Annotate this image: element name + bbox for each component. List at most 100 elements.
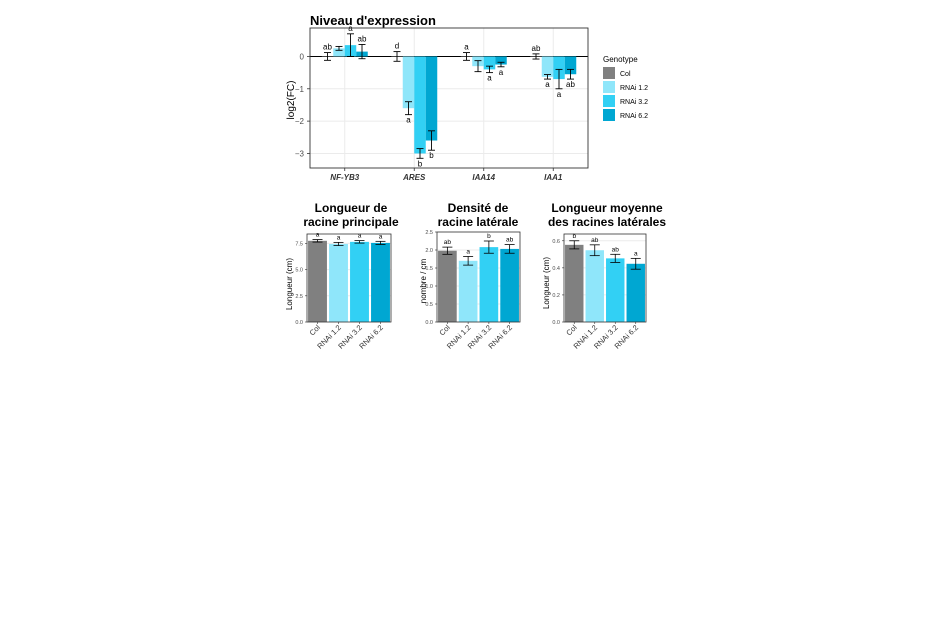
lr-density-y-tick-label: 0.0 [425, 320, 433, 326]
significance-label: a [358, 233, 362, 240]
mean-lateral-root-length-panel: Longueur moyenne des racines latérales L… [542, 201, 666, 351]
lr-density-y-tick-label: 1.0 [425, 284, 433, 290]
significance-label: a [499, 68, 504, 77]
legend-label-rnai-1-2: RNAi 1.2 [620, 85, 648, 92]
main-root-plot-border [306, 233, 392, 323]
significance-label: b [418, 159, 423, 168]
significance-label: a [316, 232, 320, 239]
significance-label: ab [358, 34, 367, 43]
legend-label-rnai-3-2: RNAi 3.2 [620, 99, 648, 106]
lr-density-y-tick-label: 2.5 [425, 230, 433, 236]
significance-label: a [464, 43, 469, 52]
significance-label: a [545, 80, 550, 89]
expression-x-tick-label-iaa14: IAA14 [472, 173, 495, 182]
significance-label: a [466, 248, 470, 255]
expression-x-tick-label-nf-yb3: NF-YB3 [330, 173, 359, 182]
expression-y-tick-label: −1 [295, 85, 305, 94]
bar-iaa1-rnai-6-2 [564, 56, 577, 75]
bar-nf-yb3-rnai-1-2 [333, 48, 345, 57]
legend-swatch-rnai-6-2 [603, 109, 615, 121]
main-root-length-panel: Longueur de racine principale Longueur (… [285, 201, 399, 351]
significance-label: a [634, 250, 638, 257]
lr-length-y-tick-label: 0.0 [552, 320, 560, 326]
main-root-bar-rnai-1-2 [329, 243, 348, 322]
significance-label: ab [532, 44, 541, 53]
expression-y-tick-label: 0 [300, 52, 305, 61]
bar-ares-rnai-1-2 [402, 56, 415, 109]
expression-plot-border [309, 27, 589, 169]
lr-length-bar-col [565, 244, 584, 322]
legend-title: Genotype [603, 55, 638, 64]
main-root-bar-rnai-6-2 [371, 242, 390, 322]
lr-density-title-line-1: Densité de [448, 201, 509, 215]
significance-label: a [337, 234, 341, 241]
legend-swatch-rnai-1-2 [603, 81, 615, 93]
lr-density-y-tick-label: 1.5 [425, 266, 433, 272]
significance-label: a [379, 233, 383, 240]
lr-length-y-tick-label: 0.4 [552, 266, 560, 272]
significance-label: b [429, 151, 434, 160]
significance-label: ab [566, 80, 575, 89]
main-root-title-line-1: Longueur de [315, 201, 388, 215]
bar-iaa1-rnai-3-2 [553, 56, 565, 80]
legend-swatch-rnai-3-2 [603, 95, 615, 107]
lr-length-bar-rnai-1-2 [585, 250, 604, 322]
significance-label: ab [444, 239, 452, 246]
significance-label: a [557, 90, 562, 99]
main-root-y-tick-label: 2.5 [295, 294, 303, 300]
lr-length-y-tick-label: 0.6 [552, 239, 560, 245]
significance-label: b [487, 233, 491, 240]
main-root-title-line-2: racine principale [303, 215, 399, 229]
expression-title: Niveau d'expression [310, 13, 436, 28]
expression-panel: Niveau d'expression log2(FC) 0 −1 −2 −3 NF-Y… [286, 13, 648, 182]
bar-ares-rnai-6-2 [425, 56, 438, 141]
lr-length-x-tick-label-col: Col [564, 323, 579, 338]
lr-density-bar-rnai-6-2 [500, 248, 519, 322]
lr-density-bar-rnai-1-2 [458, 260, 478, 322]
significance-label: ab [506, 237, 514, 244]
expression-plot-bg [310, 28, 588, 168]
significance-label: d [395, 42, 399, 51]
bar-ares-rnai-3-2 [414, 56, 426, 154]
expression-y-tick-label: −3 [295, 149, 305, 158]
lr-length-bar-rnai-6-2 [626, 263, 645, 322]
expression-x-tick-label-iaa1: IAA1 [544, 173, 563, 182]
legend-swatch-col [603, 67, 615, 79]
lr-length-y-tick-label: 0.2 [552, 293, 560, 299]
bar-iaa14-rnai-3-2 [483, 56, 496, 70]
main-root-y-axis-label: Longueur (cm) [285, 258, 294, 310]
significance-label: ab [612, 246, 620, 253]
significance-label: ab [591, 237, 599, 244]
expression-y-tick-label: −2 [295, 117, 305, 126]
lr-length-title-line-1: Longueur moyenne [551, 201, 663, 215]
main-root-y-tick-label: 7.5 [295, 241, 303, 247]
significance-label: a [406, 116, 411, 125]
lateral-root-density-panel: Densité de racine latérale nombre / cm 0… [419, 201, 521, 351]
significance-label: ab [323, 43, 332, 52]
bar-iaa1-rnai-1-2 [541, 56, 554, 77]
lr-density-title-line-2: racine latérale [438, 215, 519, 229]
bar-iaa14-rnai-6-2 [495, 56, 507, 65]
lr-length-title-line-2: des racines latérales [548, 215, 666, 229]
main-root-bar-rnai-3-2 [350, 241, 369, 322]
legend-label-col: Col [620, 71, 631, 78]
lr-density-bar-rnai-3-2 [479, 247, 499, 322]
lr-density-y-tick-label: 2.0 [425, 248, 433, 254]
expression-y-axis-label: log2(FC) [286, 81, 297, 120]
lr-density-y-axis-label: nombre / cm [419, 258, 428, 303]
significance-label: b [572, 233, 576, 240]
lr-density-x-tick-label-col: Col [437, 323, 452, 338]
lr-density-bar-col [438, 250, 457, 322]
main-root-bar-col [308, 240, 327, 322]
significance-label: a [487, 74, 492, 83]
expression-x-tick-label-ares: ARES [402, 173, 426, 182]
lr-length-bar-rnai-3-2 [606, 258, 625, 322]
lr-density-plot-border [436, 231, 521, 323]
main-root-x-tick-label-col: Col [308, 323, 323, 338]
main-root-y-tick-label: 0.0 [295, 320, 303, 326]
legend: Genotype Col RNAi 1.2 RNAi 3.2 RNAi 6.2 [603, 55, 648, 121]
lr-density-y-tick-label: 0.5 [425, 302, 433, 308]
legend-label-rnai-6-2: RNAi 6.2 [620, 113, 648, 120]
main-root-y-tick-label: 5.0 [295, 268, 303, 274]
